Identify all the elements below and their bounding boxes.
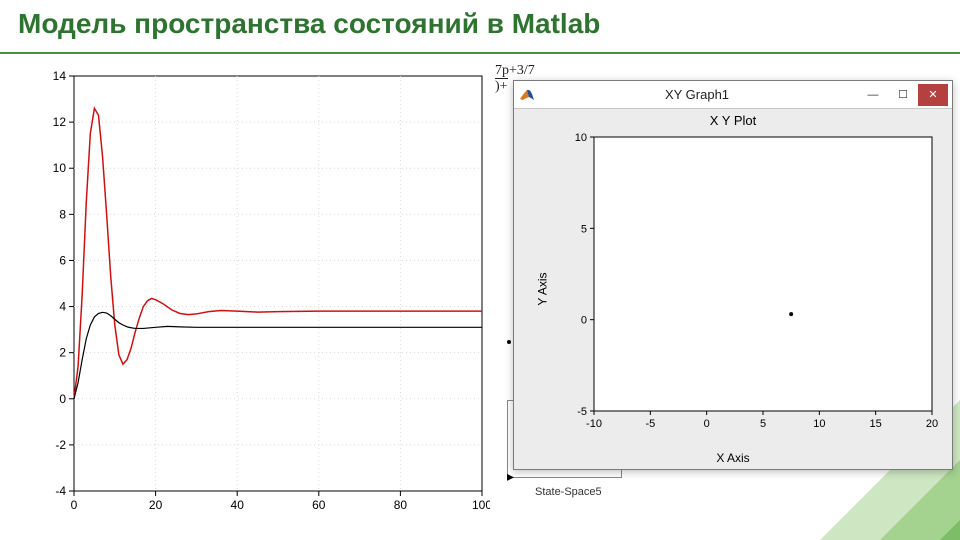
svg-text:-10: -10 xyxy=(586,418,602,430)
window-system-buttons: — ☐ ✕ xyxy=(858,84,948,106)
slide-root: Модель пространства состояний в Matlab -… xyxy=(0,0,960,540)
fraction-numerator: 7p+3/7 xyxy=(495,63,535,78)
svg-text:60: 60 xyxy=(312,498,326,512)
fraction-denominator: )+ xyxy=(495,78,508,94)
svg-text:14: 14 xyxy=(53,70,67,83)
matlab-icon xyxy=(518,86,536,104)
svg-text:0: 0 xyxy=(59,392,66,406)
svg-text:-4: -4 xyxy=(55,484,66,498)
svg-text:6: 6 xyxy=(59,253,66,267)
block-label: State-Space5 xyxy=(535,486,602,498)
xy-plot-title: X Y Plot xyxy=(514,109,952,128)
svg-text:4: 4 xyxy=(59,300,66,314)
close-button[interactable]: ✕ xyxy=(918,84,948,106)
svg-text:0: 0 xyxy=(71,498,78,512)
svg-text:-5: -5 xyxy=(577,406,587,418)
svg-text:5: 5 xyxy=(760,418,766,430)
window-title-text: XY Graph1 xyxy=(536,87,858,102)
minimize-button[interactable]: — xyxy=(858,84,888,106)
svg-text:40: 40 xyxy=(231,498,245,512)
svg-text:15: 15 xyxy=(870,418,882,430)
page-title: Модель пространства состояний в Matlab xyxy=(18,8,600,40)
main-line-chart: -4-202468101214020406080100 xyxy=(40,70,490,515)
svg-text:0: 0 xyxy=(704,418,710,430)
window-body: X Y Plot Y Axis -10-505101520-50510 X Ax… xyxy=(514,109,952,469)
xy-graph-window[interactable]: XY Graph1 — ☐ ✕ X Y Plot Y Axis -10-5051… xyxy=(513,80,953,470)
signal-node xyxy=(507,340,511,344)
svg-text:0: 0 xyxy=(581,315,587,327)
title-underline xyxy=(0,52,960,54)
svg-text:12: 12 xyxy=(53,115,67,129)
xy-scatter-chart: -10-505101520-50510 xyxy=(560,133,938,433)
svg-text:20: 20 xyxy=(149,498,163,512)
svg-text:10: 10 xyxy=(53,161,67,175)
window-titlebar[interactable]: XY Graph1 — ☐ ✕ xyxy=(514,81,952,109)
svg-text:8: 8 xyxy=(59,207,66,221)
svg-text:10: 10 xyxy=(813,418,825,430)
svg-text:80: 80 xyxy=(394,498,408,512)
svg-text:20: 20 xyxy=(926,418,938,430)
maximize-button[interactable]: ☐ xyxy=(888,84,918,106)
arrow-glyph: ▸ xyxy=(507,468,514,485)
x-axis-label: X Axis xyxy=(514,451,952,465)
y-axis-label: Y Axis xyxy=(536,272,550,305)
svg-text:-2: -2 xyxy=(55,438,66,452)
svg-text:10: 10 xyxy=(575,133,587,144)
svg-text:5: 5 xyxy=(581,223,587,235)
svg-text:2: 2 xyxy=(59,346,66,360)
svg-text:-5: -5 xyxy=(645,418,655,430)
